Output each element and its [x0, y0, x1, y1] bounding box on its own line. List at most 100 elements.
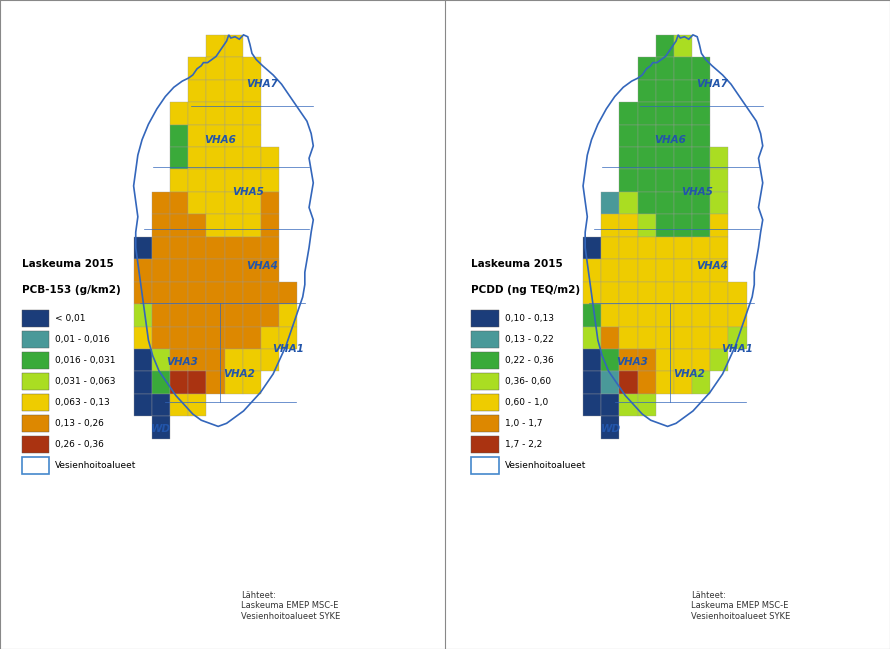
Bar: [692, 349, 710, 371]
Text: VHA4: VHA4: [247, 261, 279, 271]
Bar: [583, 259, 602, 282]
Bar: [21, 331, 49, 348]
Bar: [243, 326, 261, 349]
Bar: [710, 169, 729, 192]
Bar: [656, 326, 674, 349]
Bar: [692, 57, 710, 80]
Bar: [206, 214, 224, 237]
Bar: [243, 282, 261, 304]
Bar: [188, 57, 206, 80]
Bar: [602, 259, 619, 282]
Bar: [188, 80, 206, 102]
Bar: [224, 125, 243, 147]
Bar: [152, 192, 170, 214]
Bar: [170, 192, 188, 214]
Bar: [656, 57, 674, 80]
Bar: [637, 214, 656, 237]
Text: VHA1: VHA1: [272, 345, 303, 354]
Bar: [471, 331, 498, 348]
Bar: [602, 192, 619, 214]
Bar: [134, 237, 152, 259]
Bar: [243, 214, 261, 237]
Bar: [206, 125, 224, 147]
Bar: [637, 371, 656, 394]
Bar: [619, 304, 637, 326]
Bar: [583, 394, 602, 416]
Text: VHA1: VHA1: [722, 345, 753, 354]
Bar: [206, 371, 224, 394]
Bar: [21, 457, 49, 474]
Bar: [602, 214, 619, 237]
Bar: [692, 371, 710, 394]
Bar: [188, 259, 206, 282]
Bar: [243, 349, 261, 371]
Bar: [602, 282, 619, 304]
Bar: [134, 394, 152, 416]
Bar: [602, 349, 619, 371]
Bar: [243, 169, 261, 192]
Bar: [674, 169, 692, 192]
Bar: [261, 282, 279, 304]
Bar: [243, 237, 261, 259]
Bar: [619, 326, 637, 349]
Bar: [619, 147, 637, 169]
Bar: [224, 237, 243, 259]
Bar: [170, 349, 188, 371]
Bar: [243, 304, 261, 326]
Bar: [710, 282, 729, 304]
Bar: [21, 352, 49, 369]
Bar: [674, 147, 692, 169]
Bar: [710, 147, 729, 169]
Text: 1,0 - 1,7: 1,0 - 1,7: [505, 419, 542, 428]
Bar: [152, 237, 170, 259]
Bar: [243, 259, 261, 282]
Bar: [471, 457, 498, 474]
Bar: [471, 415, 498, 432]
Bar: [21, 435, 49, 453]
Text: < 0,01: < 0,01: [55, 314, 86, 323]
Bar: [692, 237, 710, 259]
Text: Lähteet:
Laskeuma EMEP MSC-E
Vesienhoitoalueet SYKE: Lähteet: Laskeuma EMEP MSC-E Vesienhoito…: [691, 591, 790, 620]
Text: 1,7 - 2,2: 1,7 - 2,2: [505, 440, 542, 448]
Bar: [188, 169, 206, 192]
Bar: [188, 371, 206, 394]
Bar: [656, 282, 674, 304]
Bar: [261, 326, 279, 349]
Bar: [224, 326, 243, 349]
Bar: [152, 282, 170, 304]
Bar: [619, 214, 637, 237]
Bar: [692, 304, 710, 326]
Bar: [170, 169, 188, 192]
Bar: [224, 371, 243, 394]
Bar: [637, 326, 656, 349]
Bar: [206, 282, 224, 304]
Bar: [224, 349, 243, 371]
Bar: [729, 326, 747, 349]
Bar: [206, 326, 224, 349]
Bar: [21, 394, 49, 411]
Bar: [471, 435, 498, 453]
Text: 0,13 - 0,26: 0,13 - 0,26: [55, 419, 104, 428]
Bar: [656, 169, 674, 192]
Text: VHA3: VHA3: [616, 357, 648, 367]
Bar: [188, 304, 206, 326]
Bar: [729, 304, 747, 326]
Text: 0,26 - 0,36: 0,26 - 0,36: [55, 440, 104, 448]
Bar: [637, 80, 656, 102]
Bar: [170, 304, 188, 326]
Bar: [710, 326, 729, 349]
Bar: [583, 237, 602, 259]
Bar: [206, 147, 224, 169]
Bar: [692, 169, 710, 192]
Bar: [692, 282, 710, 304]
Bar: [656, 125, 674, 147]
Bar: [206, 237, 224, 259]
Text: 0,22 - 0,36: 0,22 - 0,36: [505, 356, 554, 365]
Bar: [152, 326, 170, 349]
Bar: [656, 371, 674, 394]
Bar: [224, 282, 243, 304]
Bar: [134, 326, 152, 349]
Bar: [188, 147, 206, 169]
Bar: [224, 259, 243, 282]
Text: 0,063 - 0,13: 0,063 - 0,13: [55, 398, 110, 407]
